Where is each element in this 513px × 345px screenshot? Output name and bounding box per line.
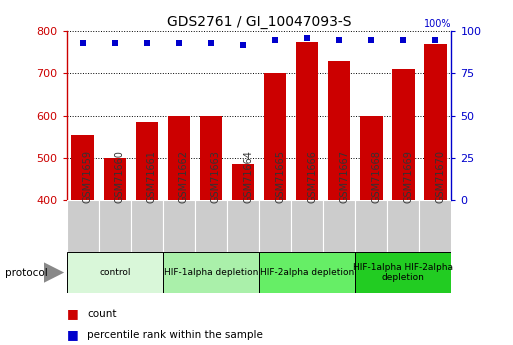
Text: GSM71665: GSM71665	[275, 150, 285, 203]
Text: GSM71664: GSM71664	[243, 150, 253, 203]
FancyBboxPatch shape	[67, 200, 98, 252]
Title: GDS2761 / GI_10047093-S: GDS2761 / GI_10047093-S	[167, 14, 351, 29]
Text: control: control	[99, 268, 130, 277]
Bar	[200, 116, 222, 200]
Bar	[135, 122, 158, 200]
FancyBboxPatch shape	[131, 200, 163, 252]
Bar	[104, 158, 126, 200]
Text: GSM71663: GSM71663	[211, 150, 221, 203]
FancyBboxPatch shape	[420, 200, 451, 252]
Point	[303, 35, 311, 41]
FancyBboxPatch shape	[98, 200, 131, 252]
Point	[335, 37, 343, 42]
Text: GSM71659: GSM71659	[83, 150, 93, 203]
FancyBboxPatch shape	[259, 200, 291, 252]
Text: HIF-1alpha HIF-2alpha
depletion: HIF-1alpha HIF-2alpha depletion	[353, 263, 453, 282]
Polygon shape	[44, 262, 64, 283]
Point	[399, 37, 407, 42]
FancyBboxPatch shape	[355, 200, 387, 252]
Text: percentile rank within the sample: percentile rank within the sample	[87, 330, 263, 339]
Point	[367, 37, 376, 42]
FancyBboxPatch shape	[387, 200, 420, 252]
Point	[431, 37, 440, 42]
Bar	[328, 61, 350, 200]
Bar	[296, 42, 319, 200]
Text: HIF-2alpha depletion: HIF-2alpha depletion	[260, 268, 354, 277]
FancyBboxPatch shape	[163, 200, 195, 252]
FancyBboxPatch shape	[227, 200, 259, 252]
Bar	[392, 69, 415, 200]
Point	[239, 42, 247, 47]
Bar	[71, 135, 94, 200]
Point	[78, 40, 87, 46]
Bar	[232, 164, 254, 200]
Text: GSM71670: GSM71670	[436, 150, 445, 203]
Text: HIF-1alpha depletion: HIF-1alpha depletion	[164, 268, 258, 277]
Point	[271, 37, 279, 42]
FancyBboxPatch shape	[163, 252, 259, 293]
Text: GSM71669: GSM71669	[403, 150, 413, 203]
Text: GSM71667: GSM71667	[339, 150, 349, 203]
Bar	[424, 44, 447, 200]
Point	[175, 40, 183, 46]
FancyBboxPatch shape	[355, 252, 451, 293]
Text: count: count	[87, 309, 117, 319]
Text: GSM71666: GSM71666	[307, 150, 317, 203]
Text: GSM71660: GSM71660	[115, 150, 125, 203]
FancyBboxPatch shape	[323, 200, 355, 252]
Bar	[360, 116, 383, 200]
Text: ■: ■	[67, 307, 78, 321]
Bar	[168, 116, 190, 200]
FancyBboxPatch shape	[67, 252, 163, 293]
FancyBboxPatch shape	[259, 252, 355, 293]
Text: GSM71662: GSM71662	[179, 150, 189, 203]
FancyBboxPatch shape	[291, 200, 323, 252]
Point	[143, 40, 151, 46]
Text: GSM71661: GSM71661	[147, 150, 157, 203]
Point	[207, 40, 215, 46]
Text: ■: ■	[67, 328, 78, 341]
Text: protocol: protocol	[5, 268, 48, 277]
Bar	[264, 73, 286, 200]
Point	[111, 40, 119, 46]
Text: GSM71668: GSM71668	[371, 150, 381, 203]
FancyBboxPatch shape	[195, 200, 227, 252]
Text: 100%: 100%	[424, 19, 451, 29]
